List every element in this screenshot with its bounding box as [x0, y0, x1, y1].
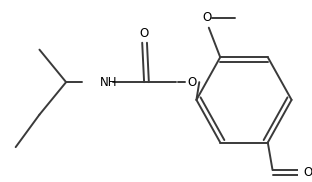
Text: O: O	[202, 11, 212, 24]
Text: O: O	[187, 76, 196, 89]
Text: O: O	[139, 27, 149, 40]
Text: NH: NH	[100, 76, 117, 89]
Text: O: O	[303, 166, 312, 179]
